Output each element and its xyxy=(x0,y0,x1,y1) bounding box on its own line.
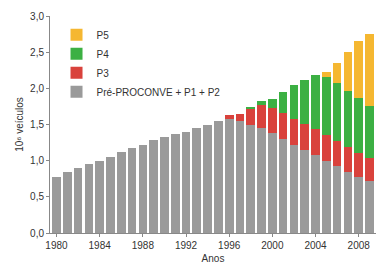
svg-text:0,0: 0,0 xyxy=(30,228,44,239)
svg-text:2004: 2004 xyxy=(304,240,327,251)
svg-text:0,5: 0,5 xyxy=(30,191,44,202)
svg-text:1988: 1988 xyxy=(132,240,155,251)
svg-text:P4: P4 xyxy=(97,49,110,60)
svg-text:1996: 1996 xyxy=(218,240,241,251)
svg-text:1,5: 1,5 xyxy=(30,119,44,130)
svg-text:2,0: 2,0 xyxy=(30,83,44,94)
svg-text:1992: 1992 xyxy=(175,240,198,251)
svg-text:2008: 2008 xyxy=(348,240,371,251)
svg-text:P5: P5 xyxy=(97,30,110,41)
svg-text:Pré-PROCONVE + P1 + P2: Pré-PROCONVE + P1 + P2 xyxy=(97,87,221,98)
svg-text:2000: 2000 xyxy=(261,240,284,251)
svg-text:1980: 1980 xyxy=(45,240,68,251)
svg-text:3,0: 3,0 xyxy=(30,11,44,22)
svg-text:1984: 1984 xyxy=(89,240,112,251)
svg-text:1,0: 1,0 xyxy=(30,155,44,166)
svg-text:2,5: 2,5 xyxy=(30,47,44,58)
svg-text:P3: P3 xyxy=(97,68,110,79)
svg-text:10⁶ veículos: 10⁶ veículos xyxy=(14,97,25,152)
svg-text:Anos: Anos xyxy=(202,253,225,264)
